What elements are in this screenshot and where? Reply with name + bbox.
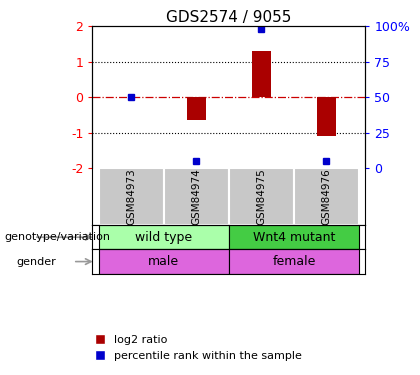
Text: male: male [148, 255, 179, 268]
Text: wild type: wild type [135, 231, 192, 244]
Text: GSM84974: GSM84974 [192, 168, 202, 225]
Bar [99, 225, 229, 249]
Text: genotype/variation: genotype/variation [4, 232, 110, 242]
Text: GSM84975: GSM84975 [256, 168, 266, 225]
Bar [229, 225, 359, 249]
Bar [229, 249, 359, 274]
Text: Wnt4 mutant: Wnt4 mutant [253, 231, 335, 244]
Text: female: female [272, 255, 315, 268]
Bar [294, 168, 359, 225]
Bar [99, 168, 164, 225]
Text: gender: gender [17, 256, 57, 267]
Bar [99, 249, 229, 274]
Bar [229, 168, 294, 225]
Legend: log2 ratio, percentile rank within the sample: log2 ratio, percentile rank within the s… [89, 330, 306, 366]
Bar [186, 97, 206, 120]
Title: GDS2574 / 9055: GDS2574 / 9055 [166, 10, 291, 25]
Bar [317, 97, 336, 136]
Text: GSM84976: GSM84976 [321, 168, 331, 225]
Bar [252, 51, 271, 97]
Bar [164, 168, 229, 225]
Text: GSM84973: GSM84973 [126, 168, 136, 225]
